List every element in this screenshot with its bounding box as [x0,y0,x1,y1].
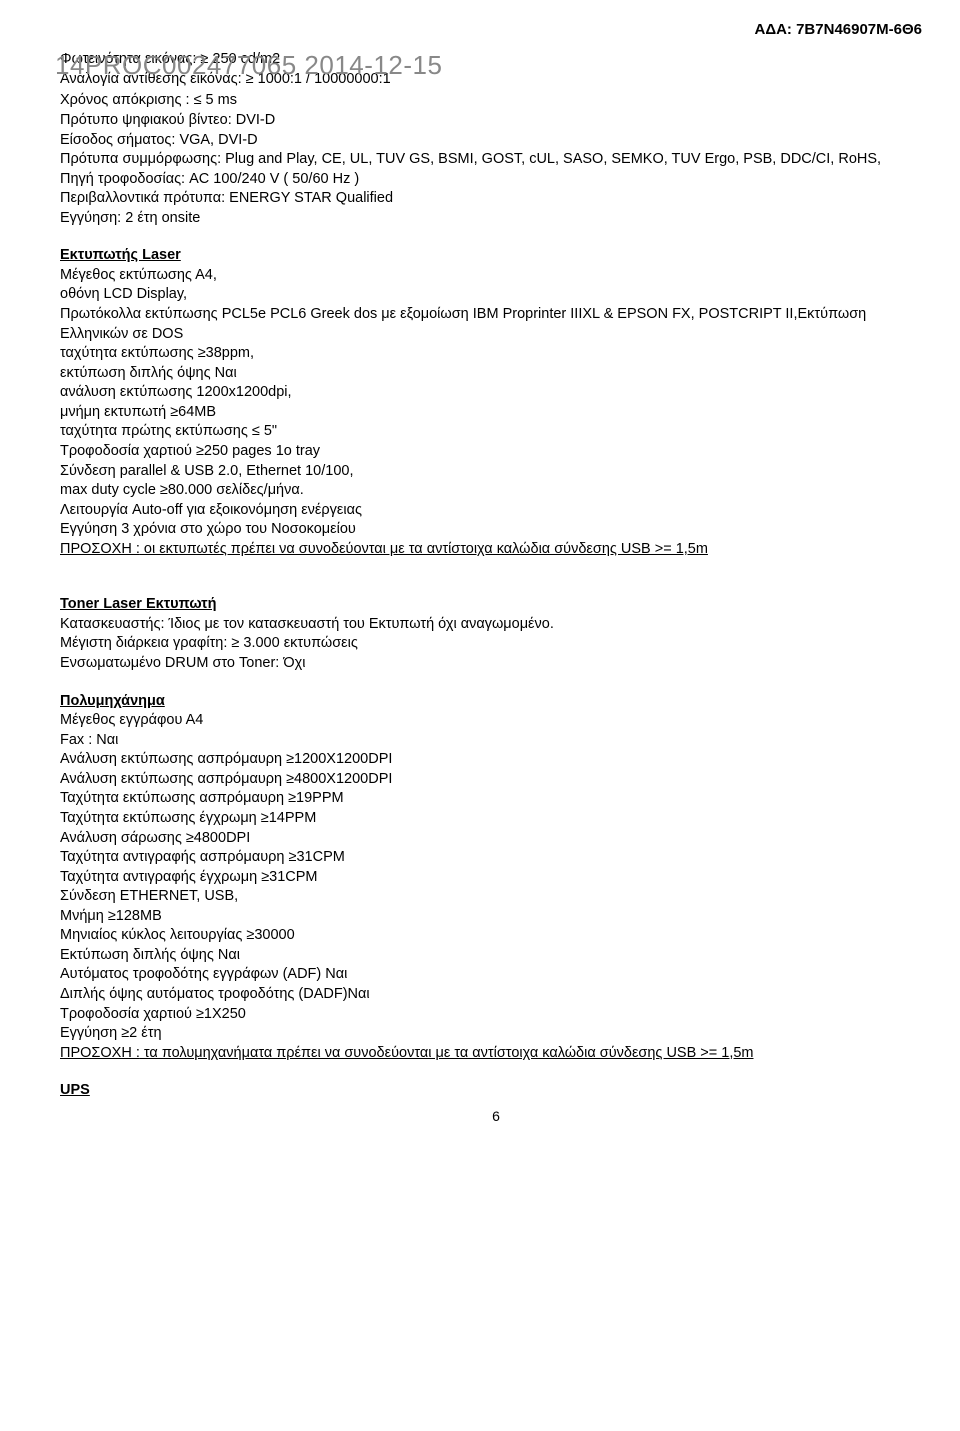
spec-line: οθόνη LCD Display, [60,285,932,305]
spec-line: Περιβαλλοντικά πρότυπα: ENERGY STAR Qual… [60,189,932,209]
spec-line: Εγγύηση: 2 έτη onsite [60,209,932,229]
spec-line: Φωτεινότητα εικόνας: ≥ 250 cd/m2 [60,50,932,70]
spec-line: ταχύτητα εκτύπωσης ≥38ppm, [60,344,932,364]
spec-line: Ταχύτητα αντιγραφής έγχρωμη ≥31CPM [60,868,932,888]
spec-line: Τροφοδοσία χαρτιού ≥250 pages 1ο tray [60,442,932,462]
spec-line: max duty cycle ≥80.000 σελίδες/μήνα. [60,481,932,501]
spec-line: Διπλής όψης αυτόματος τροφοδότης (DADF)Ν… [60,985,932,1005]
warning-line-multi: ΠΡΟΣΟΧΗ : τα πολυμηχανήματα πρέπει να συ… [60,1044,932,1064]
warning-prefix: ΠΡΟΣΟΧΗ : [60,541,140,557]
spec-line: Αναλογία αντίθεσης εικόνας: ≥ 1000:1 / 1… [60,70,932,90]
spec-line: Εγγύηση ≥2 έτη [60,1024,932,1044]
section-heading-ups: UPS [60,1081,932,1101]
spacer [60,559,932,577]
spec-line: Ενσωματωμένο DRUM στο Toner: Όχι [60,654,932,674]
spec-line: Ταχύτητα εκτύπωσης ασπρόμαυρη ≥19PPM [60,789,932,809]
spec-line: εκτύπωση διπλής όψης Ναι [60,364,932,384]
spec-line: Πρότυπο ψηφιακού βίντεο: DVI-D [60,111,932,131]
spec-line: Χρόνος απόκρισης : ≤ 5 ms [60,91,932,111]
warning-rest: οι εκτυπωτές πρέπει να συνοδεύονται με τ… [140,541,708,557]
spec-line: Τροφοδοσία χαρτιού ≥1X250 [60,1005,932,1025]
warning-rest: τα πολυμηχανήματα πρέπει να συνοδεύονται… [140,1045,754,1061]
spec-line: Εκτύπωση διπλής όψης Ναι [60,946,932,966]
watermark-overlay-area: 14PROC002477065 2014-12-15 Φωτεινότητα ε… [60,50,932,89]
spec-line: Σύνδεση ETHERNET, USB, [60,887,932,907]
spec-line: Πρότυπα συμμόρφωσης: Plug and Play, CE, … [60,150,932,170]
spec-line: Μνήμη ≥128MB [60,907,932,927]
spec-line: Μηνιαίος κύκλος λειτουργίας ≥30000 [60,926,932,946]
spec-line: Ανάλυση εκτύπωσης ασπρόμαυρη ≥1200X1200D… [60,750,932,770]
spec-line: Fax : Ναι [60,731,932,751]
spec-line: Ταχύτητα εκτύπωσης έγχρωμη ≥14PPM [60,809,932,829]
spec-line: Μέγεθος εγγράφου Α4 [60,711,932,731]
spec-line: ταχύτητα πρώτης εκτύπωσης ≤ 5" [60,422,932,442]
spec-line: Εγγύηση 3 χρόνια στο χώρο του Νοσοκομείο… [60,520,932,540]
section-heading-toner: Toner Laser Εκτυπωτή [60,595,932,615]
spec-line: Σύνδεση parallel & USB 2.0, Ethernet 10/… [60,462,932,482]
spec-line: Πηγή τροφοδοσίας: AC 100/240 V ( 50/60 H… [60,170,932,190]
spec-line: Μέγεθος εκτύπωσης Α4, [60,266,932,286]
spec-line: Κατασκευαστής: Ίδιος με τον κατασκευαστή… [60,615,932,635]
document-header-code: ΑΔΑ: 7Β7Ν46907Μ-6Θ6 [60,20,932,40]
warning-line-laser: ΠΡΟΣΟΧΗ : οι εκτυπωτές πρέπει να συνοδεύ… [60,540,932,560]
spec-line: Είσοδος σήματος: VGA, DVI-D [60,131,932,151]
spec-line: μνήμη εκτυπωτή ≥64MB [60,403,932,423]
section-heading-multi: Πολυμηχάνημα [60,692,932,712]
spec-line: ανάλυση εκτύπωσης 1200x1200dpi, [60,383,932,403]
warning-prefix: ΠΡΟΣΟΧΗ : [60,1045,140,1061]
spec-line: Ταχύτητα αντιγραφής ασπρόμαυρη ≥31CPM [60,848,932,868]
section-heading-laser: Εκτυπωτής Laser [60,246,932,266]
spec-line: Ανάλυση εκτύπωσης ασπρόμαυρη ≥4800X1200D… [60,770,932,790]
spec-line: Λειτουργία Auto-off για εξοικονόμηση ενέ… [60,501,932,521]
spec-line: Πρωτόκολλα εκτύπωσης PCL5e PCL6 Greek do… [60,305,932,344]
spec-line: Μέγιστη διάρκεια γραφίτη: ≥ 3.000 εκτυπώ… [60,634,932,654]
spec-line: Ανάλυση σάρωσης ≥4800DPI [60,829,932,849]
page-number: 6 [60,1107,932,1126]
spec-line: Αυτόματος τροφοδότης εγγράφων (ADF) Ναι [60,965,932,985]
